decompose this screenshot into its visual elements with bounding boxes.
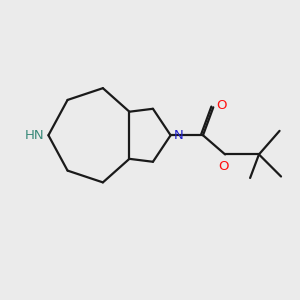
Text: HN: HN — [24, 129, 44, 142]
Text: O: O — [216, 99, 227, 112]
Text: O: O — [218, 160, 229, 173]
Text: N: N — [174, 129, 183, 142]
